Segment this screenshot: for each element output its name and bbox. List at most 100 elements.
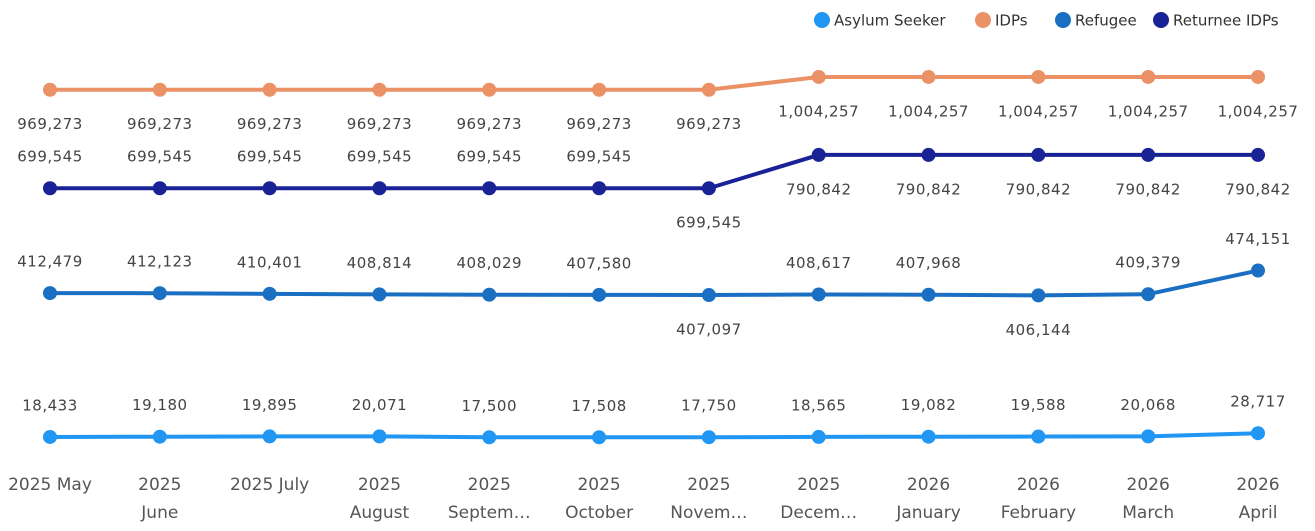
point [43, 429, 57, 444]
data-label: 1,004,257 [1108, 102, 1189, 120]
point [921, 429, 936, 444]
point [921, 69, 936, 84]
point [262, 181, 277, 196]
data-label: 19,895 [242, 396, 298, 414]
point [482, 181, 497, 196]
point [701, 181, 716, 196]
point [43, 286, 57, 301]
data-label: 969,273 [127, 115, 193, 133]
point [921, 287, 936, 302]
data-label: 474,151 [1225, 230, 1291, 248]
data-label: 407,580 [566, 254, 632, 272]
point [1031, 147, 1046, 162]
data-label: 17,500 [462, 397, 518, 415]
point [43, 82, 57, 97]
point [152, 429, 167, 444]
data-label: 969,273 [566, 115, 632, 133]
point [1251, 69, 1265, 84]
data-label: 19,082 [901, 396, 957, 414]
x-tick-label: 2025 May [8, 475, 92, 495]
data-label: 406,144 [1006, 321, 1072, 339]
point [1141, 147, 1156, 162]
series-line [50, 152, 1258, 191]
data-label: 699,545 [237, 148, 303, 166]
data-label: 790,842 [1115, 180, 1181, 198]
x-tick-label: 2026 March [1122, 475, 1174, 523]
data-label: 19,180 [132, 396, 188, 414]
data-label: 699,545 [566, 148, 632, 166]
x-tick-label: 2025 August [350, 475, 410, 523]
point [592, 82, 607, 97]
legend-label: Asylum Seeker [834, 12, 946, 30]
point [701, 430, 716, 445]
data-label: 410,401 [237, 253, 303, 271]
data-label: 1,004,257 [1218, 102, 1299, 120]
point [1141, 287, 1156, 302]
point [262, 82, 277, 97]
data-label: 969,273 [347, 115, 413, 133]
data-label: 407,097 [676, 321, 742, 339]
data-label: 17,750 [681, 397, 737, 415]
point [372, 181, 387, 196]
data-label: 790,842 [1006, 180, 1072, 198]
point [152, 286, 167, 301]
point [1251, 426, 1265, 441]
point [1141, 429, 1156, 444]
point [701, 288, 716, 303]
data-label: 969,273 [676, 115, 742, 133]
point [372, 82, 387, 97]
data-label: 699,545 [457, 148, 523, 166]
x-tick-label: 2025 July [230, 475, 309, 495]
data-label: 20,071 [352, 396, 408, 414]
point [43, 181, 57, 196]
x-tick-label: 2025 Decem… [780, 475, 857, 523]
point [592, 181, 607, 196]
legend-label: Returnee IDPs [1173, 12, 1279, 30]
data-label: 412,479 [17, 253, 83, 271]
legend-label: Refugee [1075, 12, 1137, 30]
point [1251, 147, 1265, 162]
data-label: 408,814 [347, 254, 413, 272]
point [811, 287, 826, 302]
x-tick-label: 2026 April [1236, 475, 1279, 523]
x-tick-label: 2025 Septem… [448, 475, 531, 523]
point [1031, 429, 1046, 444]
legend-marker [975, 12, 991, 28]
point [1031, 69, 1046, 84]
data-label: 20,068 [1120, 396, 1176, 414]
point [372, 429, 387, 444]
data-label: 412,123 [127, 253, 193, 271]
point [701, 82, 716, 97]
point [262, 286, 277, 301]
data-label: 969,273 [457, 115, 523, 133]
x-tick-label: 2025 Novem… [670, 475, 747, 523]
data-label: 969,273 [237, 115, 303, 133]
legend-marker [1055, 12, 1071, 28]
data-label: 790,842 [786, 180, 852, 198]
data-label: 407,968 [896, 254, 962, 272]
point [1141, 69, 1156, 84]
point [372, 287, 387, 302]
x-tick-label: 2026 January [895, 475, 960, 523]
point [482, 82, 497, 97]
data-label: 17,508 [571, 397, 627, 415]
point [592, 287, 607, 302]
point [152, 181, 167, 196]
data-label: 1,004,257 [888, 102, 969, 120]
data-label: 1,004,257 [778, 102, 859, 120]
data-label: 18,565 [791, 396, 847, 414]
point [811, 69, 826, 84]
point [152, 82, 167, 97]
data-label: 699,545 [347, 148, 413, 166]
data-label: 1,004,257 [998, 102, 1079, 120]
data-label: 408,029 [457, 254, 523, 272]
point [921, 147, 936, 162]
point [811, 429, 826, 444]
series-line [50, 74, 1258, 92]
data-label: 699,545 [17, 148, 83, 166]
data-label: 699,545 [676, 214, 742, 232]
legend-label: IDPs [995, 12, 1028, 30]
point [262, 429, 277, 444]
